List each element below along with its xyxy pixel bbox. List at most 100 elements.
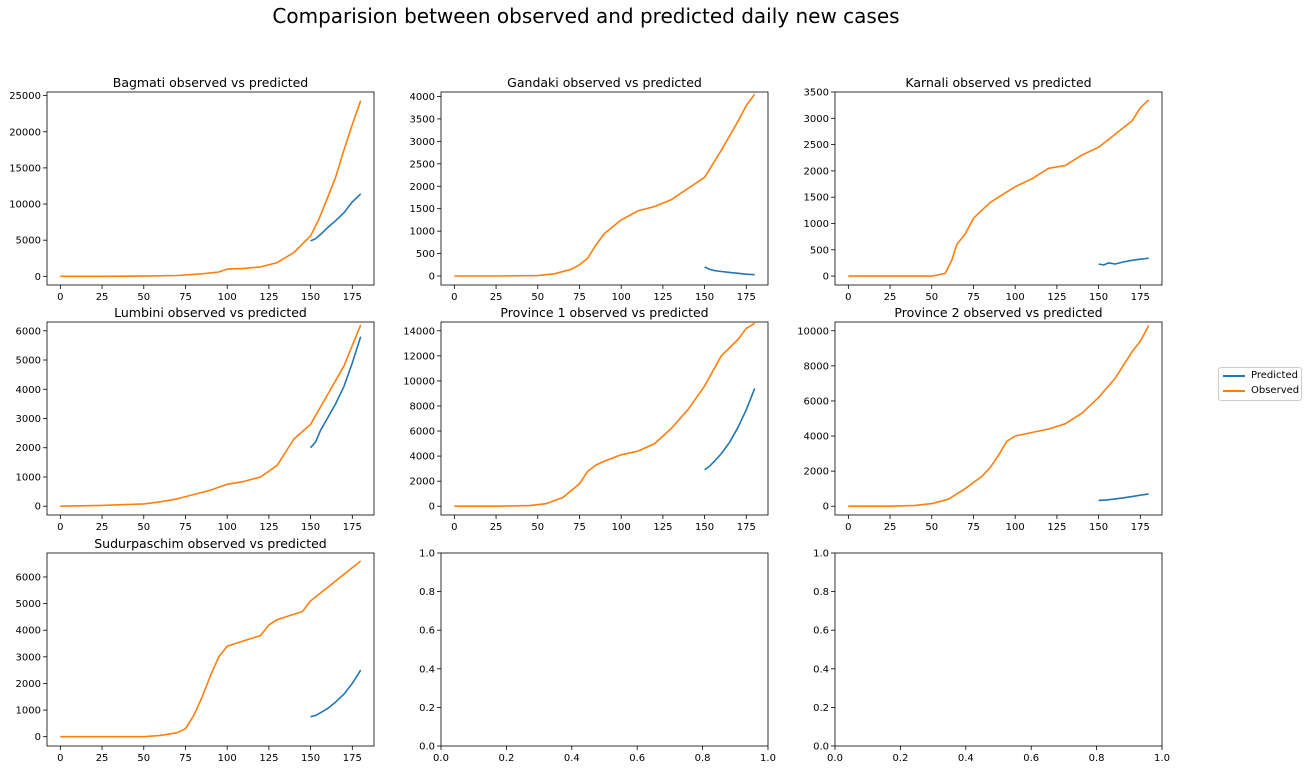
x-tick-label: 0 (57, 292, 63, 303)
legend-swatch-predicted (1223, 374, 1245, 377)
y-tick-label: 0 (429, 272, 435, 283)
series-line-observed (454, 322, 756, 508)
series-line-predicted (704, 388, 756, 471)
y-tick-label: 1000 (16, 472, 41, 483)
x-tick-label: 175 (343, 522, 362, 533)
y-tick-label: 1500 (804, 193, 829, 204)
subplot-title: Gandaki observed vs predicted (507, 75, 702, 90)
y-tick-label: 0 (35, 732, 41, 743)
subplot-5: Province 1 observed vs predicted 0 25 50 75 1… (403, 305, 769, 533)
y-tick-label: 3000 (410, 137, 435, 148)
y-tick-label: 4000 (410, 452, 435, 463)
y-tick-label: 500 (416, 249, 435, 260)
x-tick-label: 50 (137, 292, 150, 303)
subplot-title: Province 1 observed vs predicted (500, 305, 708, 320)
y-tick-label: 10000 (403, 376, 435, 387)
x-tick-label: 0.0 (827, 753, 843, 764)
series-line-predicted (704, 266, 755, 276)
x-tick-label: 0 (451, 292, 457, 303)
y-tick-label: 20000 (9, 127, 41, 138)
y-tick-label: 2500 (804, 140, 829, 151)
x-tick-label: 0.8 (1089, 753, 1105, 764)
series-line-predicted (310, 669, 362, 718)
y-tick-label: 1500 (410, 204, 435, 215)
series-line-predicted (1098, 257, 1149, 266)
y-tick-label: 3000 (16, 652, 41, 663)
x-tick-label: 100 (612, 292, 631, 303)
y-tick-label: 0 (823, 502, 829, 513)
x-tick-label: 1.0 (760, 753, 776, 764)
y-tick-label: 0.6 (419, 626, 435, 637)
legend-label-predicted: Predicted (1251, 370, 1298, 381)
legend: Predicted Observed (1218, 367, 1302, 401)
subplot-6: Province 2 observed vs predicted 0 25 50 75 1… (797, 305, 1163, 533)
y-tick-label: 5000 (16, 236, 41, 247)
figure-title: Comparision between observed and predict… (272, 4, 900, 28)
subplot-4: Lumbini observed vs predicted 0 25 50 75 100 1… (16, 305, 375, 533)
x-tick-label: 0.6 (629, 753, 645, 764)
x-tick-label: 100 (218, 522, 237, 533)
subplot-8: 0.0 0.2 0.4 0.6 0.8 1.0 0.0 0.2 0.4 0.6 0.8 1.0 (419, 549, 776, 765)
x-tick-label: 75 (573, 292, 586, 303)
x-tick-label: 125 (259, 522, 278, 533)
x-tick-label: 0.4 (958, 753, 974, 764)
x-tick-label: 1.0 (1154, 753, 1170, 764)
y-tick-label: 2500 (410, 159, 435, 170)
y-tick-label: 12000 (403, 351, 435, 362)
x-tick-label: 150 (695, 292, 714, 303)
y-tick-label: 6000 (804, 396, 829, 407)
x-tick-label: 100 (218, 753, 237, 764)
y-tick-label: 15000 (9, 163, 41, 174)
x-tick-label: 0.2 (498, 753, 514, 764)
y-tick-label: 0.4 (419, 664, 435, 675)
x-tick-label: 0.4 (564, 753, 580, 764)
x-tick-label: 0.0 (433, 753, 449, 764)
y-tick-label: 4000 (410, 92, 435, 103)
subplot-2: Gandaki observed vs predicted 0 25 50 75 100 1… (410, 75, 769, 303)
x-tick-label: 100 (1006, 292, 1025, 303)
axes-frame (440, 321, 769, 516)
x-tick-label: 175 (1131, 292, 1150, 303)
x-tick-label: 150 (301, 753, 320, 764)
y-tick-label: 5000 (16, 599, 41, 610)
x-tick-label: 50 (925, 292, 938, 303)
y-tick-label: 0.6 (813, 626, 829, 637)
x-tick-label: 175 (737, 292, 756, 303)
subplot-title: Bagmati observed vs predicted (113, 75, 308, 90)
axes-frame (834, 91, 1163, 286)
y-tick-label: 2000 (410, 477, 435, 488)
y-tick-label: 6000 (16, 326, 41, 337)
x-tick-label: 25 (490, 292, 503, 303)
axes-frame (834, 552, 1163, 747)
y-tick-label: 10000 (797, 326, 829, 337)
subplot-1: Bagmati observed vs predicted 0 25 50 75 100 1… (9, 75, 375, 303)
series-line-observed (60, 560, 362, 738)
y-tick-label: 8000 (410, 401, 435, 412)
x-tick-label: 50 (531, 292, 544, 303)
x-tick-label: 75 (967, 292, 980, 303)
x-tick-label: 25 (96, 522, 109, 533)
x-tick-label: 75 (179, 753, 192, 764)
y-tick-label: 0.0 (419, 742, 435, 753)
x-tick-label: 175 (737, 522, 756, 533)
axes-frame (440, 91, 769, 286)
series-line-predicted (309, 336, 362, 449)
axes-frame (46, 321, 375, 516)
x-tick-label: 0 (57, 522, 63, 533)
y-tick-label: 4000 (16, 385, 41, 396)
y-tick-label: 4000 (804, 432, 829, 443)
x-tick-label: 50 (137, 522, 150, 533)
x-tick-label: 25 (96, 292, 109, 303)
y-tick-label: 8000 (804, 361, 829, 372)
y-tick-label: 2000 (804, 467, 829, 478)
legend-swatch-observed (1223, 389, 1245, 392)
axes-frame (834, 321, 1163, 516)
y-tick-label: 5000 (16, 356, 41, 367)
y-tick-label: 3000 (16, 414, 41, 425)
y-tick-label: 2000 (16, 679, 41, 690)
x-tick-label: 25 (884, 292, 897, 303)
x-tick-label: 125 (1047, 292, 1066, 303)
y-tick-label: 0.8 (419, 587, 435, 598)
x-tick-label: 175 (1131, 522, 1150, 533)
